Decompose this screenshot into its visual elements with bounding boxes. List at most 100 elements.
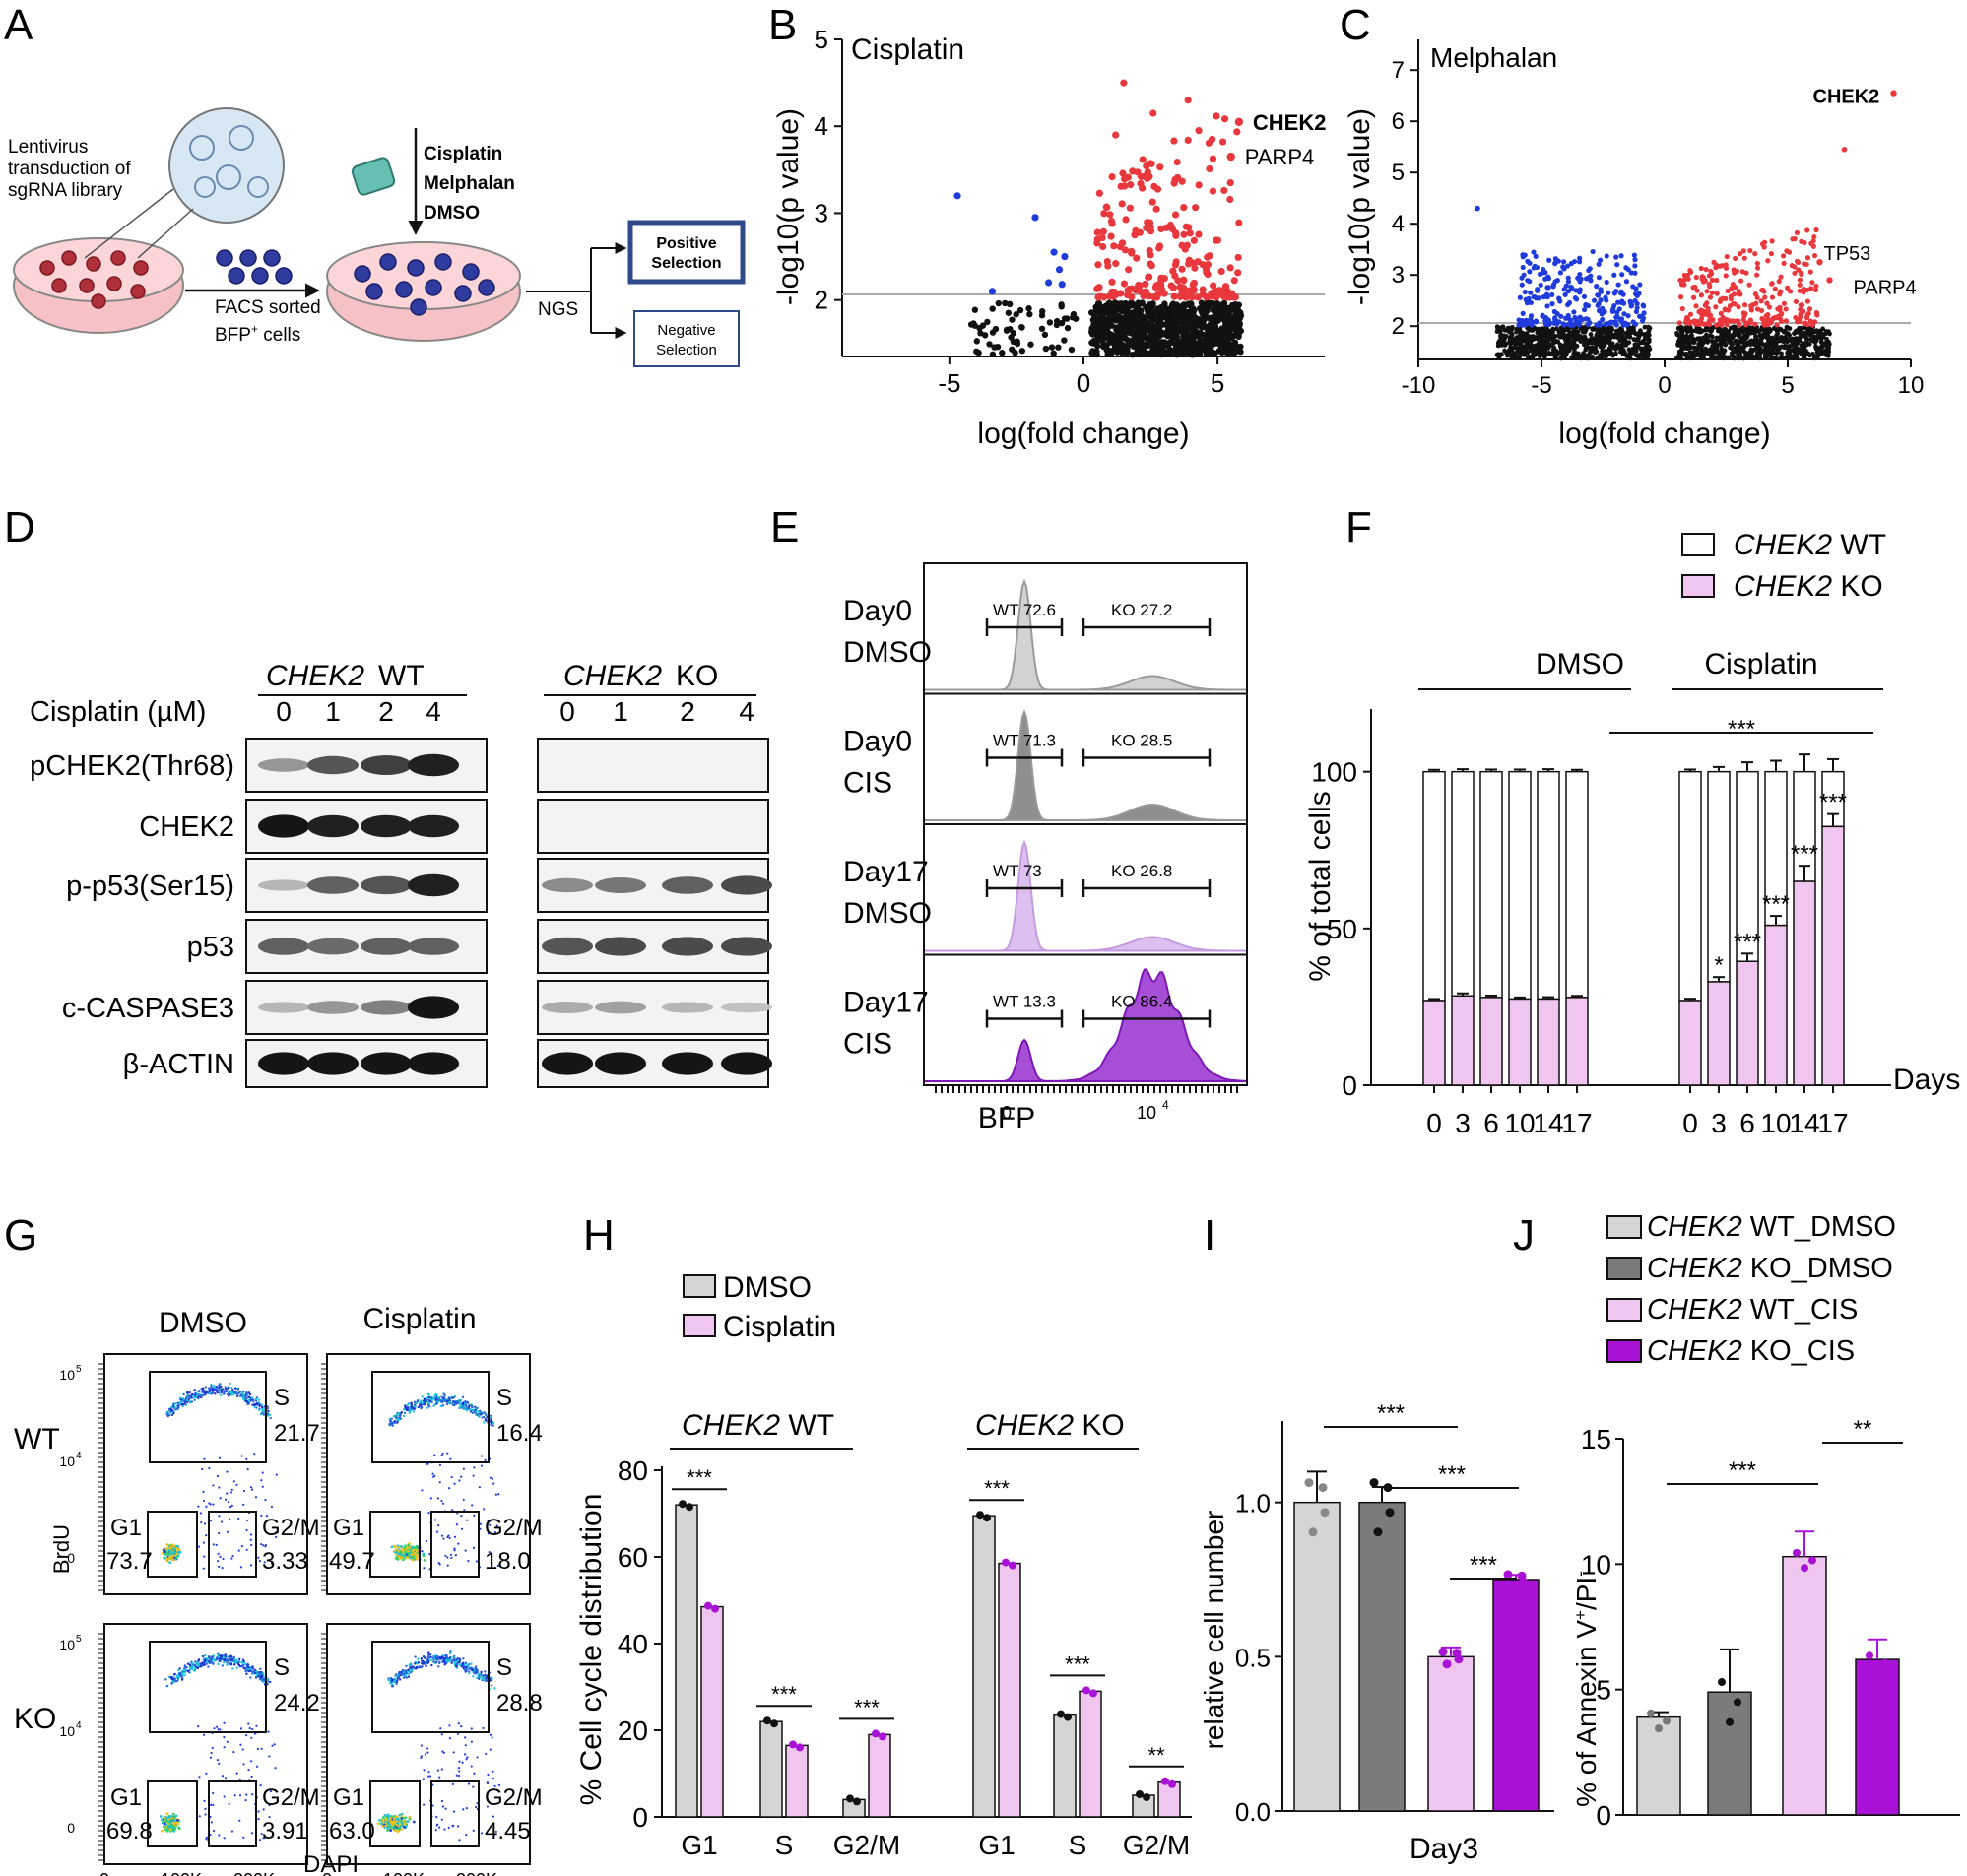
event-dot	[470, 1405, 474, 1409]
point-down	[1577, 287, 1583, 292]
point-up	[1690, 294, 1697, 300]
event-dot	[398, 1418, 401, 1421]
point-nonsig	[1634, 345, 1640, 350]
gate-s	[371, 1371, 490, 1463]
point-up	[1129, 167, 1137, 175]
event-dot	[242, 1503, 245, 1506]
dose-label: 2	[378, 696, 394, 727]
y-tick-label: 2	[1392, 313, 1405, 340]
blot-band	[542, 937, 593, 956]
point-nonsig	[1543, 325, 1549, 331]
event-dot	[395, 1551, 399, 1554]
point-nonsig	[1584, 353, 1590, 358]
point-nonsig	[1630, 329, 1636, 335]
point-down	[1525, 320, 1531, 326]
point-nonsig	[1803, 341, 1809, 346]
point-down	[1543, 291, 1550, 297]
point-up	[1781, 260, 1787, 266]
event-dot	[244, 1392, 248, 1395]
event-dot	[462, 1498, 465, 1501]
event-dot	[442, 1395, 446, 1399]
point-nonsig	[1219, 349, 1226, 356]
significance: ***	[1819, 790, 1847, 816]
event-dot	[403, 1546, 407, 1550]
point-down	[1557, 270, 1563, 276]
point-nonsig	[1105, 348, 1113, 355]
row-label-line1: Day0	[843, 595, 912, 627]
event-dot	[401, 1554, 405, 1557]
event-dot	[169, 1550, 173, 1554]
event-dot	[421, 1489, 424, 1492]
point-nonsig	[1778, 338, 1784, 344]
event-dot	[490, 1415, 492, 1419]
point-up	[1793, 314, 1799, 321]
point-nonsig	[1127, 330, 1135, 337]
point-up	[1718, 296, 1724, 302]
point-nonsig	[1540, 326, 1545, 332]
point-up	[1103, 203, 1111, 212]
point-nonsig	[1762, 330, 1768, 336]
event-dot	[228, 1394, 230, 1397]
blot-band	[662, 1002, 713, 1013]
event-dot	[226, 1392, 229, 1396]
point-up	[1176, 292, 1184, 301]
event-dot	[419, 1404, 422, 1407]
point-up	[1136, 282, 1144, 290]
point-up	[1723, 295, 1729, 301]
point-nonsig	[1674, 330, 1679, 336]
point-up	[1103, 257, 1111, 266]
event-dot	[184, 1398, 187, 1401]
point-nonsig	[1799, 350, 1804, 356]
gate-g2m	[430, 1511, 480, 1578]
blot-band	[595, 877, 646, 893]
point-up	[1758, 307, 1765, 314]
point-nonsig	[1776, 345, 1782, 351]
dose-label: 1	[325, 696, 341, 727]
point-nonsig	[1564, 349, 1570, 354]
point-up	[1789, 262, 1795, 269]
blot-band	[361, 814, 412, 838]
event-dot	[483, 1411, 487, 1414]
point-nonsig	[1233, 321, 1240, 329]
point-nonsig	[1687, 335, 1693, 341]
point-up	[1766, 304, 1773, 310]
point-up	[1226, 195, 1234, 204]
event-dot	[223, 1391, 226, 1395]
point-up	[1764, 300, 1770, 306]
event-dot	[407, 1543, 411, 1547]
event-dot	[235, 1483, 238, 1486]
point-up	[1128, 247, 1136, 255]
point-up	[1707, 284, 1713, 290]
point-nonsig	[1617, 326, 1623, 332]
point-nonsig	[1722, 348, 1728, 354]
point-nonsig	[1678, 356, 1683, 361]
event-dot	[240, 1390, 243, 1393]
point-nonsig	[1721, 337, 1727, 343]
event-dot	[275, 1535, 278, 1539]
point-nonsig	[1151, 308, 1159, 315]
point-nonsig	[1007, 300, 1014, 308]
ko-percent: KO 86.4	[1111, 993, 1172, 1011]
point-up	[1797, 288, 1803, 293]
event-dot	[404, 1406, 407, 1409]
point-down	[1640, 302, 1646, 308]
point-up	[1170, 137, 1178, 145]
point-up	[1813, 283, 1819, 290]
point-nonsig	[1116, 300, 1124, 307]
point-nonsig	[1578, 334, 1584, 339]
blot-band	[408, 996, 459, 1019]
panel-label: F	[1345, 503, 1372, 551]
point-up	[1121, 246, 1130, 254]
event-dot	[253, 1453, 256, 1456]
point-nonsig	[1607, 345, 1613, 351]
event-dot	[225, 1388, 228, 1391]
event-dot	[250, 1403, 254, 1407]
bar-ko	[1736, 960, 1759, 1086]
event-dot	[275, 1530, 278, 1534]
y-tick-label: 2	[815, 286, 828, 315]
event-dot	[247, 1391, 250, 1394]
event-dot	[429, 1497, 432, 1500]
